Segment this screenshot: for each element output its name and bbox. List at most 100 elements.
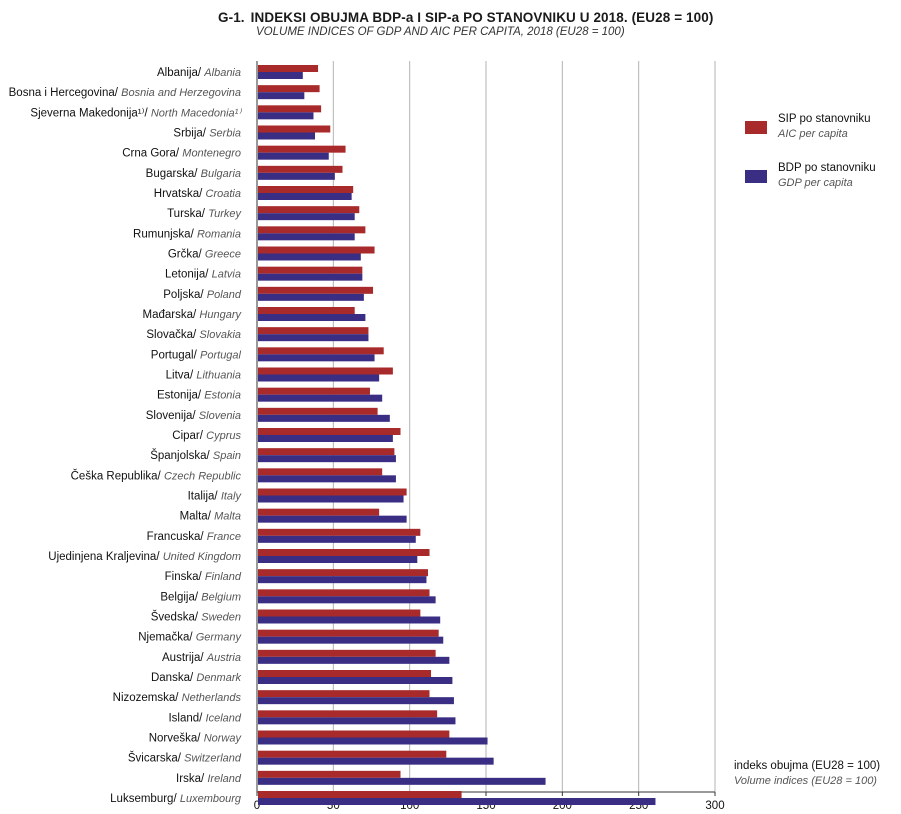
bar-gdp <box>258 798 656 805</box>
category-name-en: Belgium <box>201 591 241 603</box>
category-label: Finska/ Finland <box>165 571 242 583</box>
category-label: Portugal/ Portugal <box>151 349 242 361</box>
bar-gdp <box>258 596 436 604</box>
category-label: Španjolska/ Spain <box>150 449 241 462</box>
category-name: Ujedinjena Kraljevina/ <box>48 551 162 563</box>
bar-aic <box>258 286 374 294</box>
category-name: Litva/ <box>166 370 197 382</box>
chart-title: G-1. INDEKSI OBUJMA BDP-a I SIP-a PO STAN… <box>218 10 778 25</box>
category-label: Turska/ Turkey <box>167 208 242 220</box>
bar-gdp <box>258 535 416 543</box>
category-name: Mađarska/ <box>143 309 200 321</box>
category-name-en: Switzerland <box>184 753 242 765</box>
legend: SIP po stanovniku AIC per capita BDP po … <box>745 112 895 210</box>
category-label: Austrija/ Austria <box>162 652 241 664</box>
category-label: Švicarska/ Switzerland <box>128 752 242 765</box>
category-name-en: Luxembourg <box>180 793 242 805</box>
category-name: Poljska/ <box>163 289 206 301</box>
category-label: Malta/ Malta <box>180 511 241 523</box>
bar-gdp <box>258 213 355 221</box>
bar-aic <box>258 468 383 476</box>
category-name: Italija/ <box>188 491 221 503</box>
category-name-en: Serbia <box>209 128 241 140</box>
category-name: Hrvatska/ <box>154 188 206 200</box>
bar-aic <box>258 448 395 456</box>
chart-title-text: INDEKSI OBUJMA BDP-a I SIP-a PO STANOVNI… <box>250 10 714 25</box>
category-name: Srbija/ <box>173 128 209 140</box>
category-name: Island/ <box>168 712 205 724</box>
bar-aic <box>258 186 354 193</box>
category-name-en: Montenegro <box>182 148 241 160</box>
bar-aic <box>258 690 430 698</box>
bar-gdp <box>258 576 427 584</box>
bar-gdp <box>258 435 393 442</box>
bar-aic <box>258 367 393 375</box>
category-label: Cipar/ Cyprus <box>172 430 241 442</box>
bar-aic <box>258 569 428 577</box>
category-label: Nizozemska/ Netherlands <box>113 692 242 704</box>
bar-gdp <box>258 414 390 422</box>
bar-gdp <box>258 253 361 261</box>
category-name: Portugal/ <box>151 349 200 361</box>
category-label: Island/ Iceland <box>168 712 241 724</box>
category-label: Bugarska/ Bulgaria <box>146 168 241 180</box>
bar-gdp <box>258 757 494 765</box>
bar-aic <box>258 528 421 536</box>
chart-title-block: G-1. INDEKSI OBUJMA BDP-a I SIP-a PO STAN… <box>218 10 778 38</box>
bar-gdp <box>258 556 418 563</box>
bar-gdp <box>258 152 329 160</box>
category-name-en: Ireland <box>207 773 242 785</box>
bar-aic <box>258 407 378 415</box>
legend-swatch-gdp <box>745 170 767 183</box>
category-label: Njemačka/ Germany <box>138 632 242 644</box>
bar-aic <box>258 609 421 617</box>
category-name-en: Netherlands <box>182 692 242 704</box>
bar-gdp <box>258 193 352 200</box>
category-name: Slovenija/ <box>146 410 199 422</box>
category-name-en: Finland <box>205 571 242 583</box>
category-name-en: Czech Republic <box>164 470 242 482</box>
category-name: Rumunjska/ <box>133 228 197 240</box>
bar-aic <box>258 670 432 677</box>
category-name: Francuska/ <box>147 531 207 543</box>
bar-aic <box>258 125 331 133</box>
category-name: Finska/ <box>165 571 205 583</box>
bar-gdp <box>258 273 363 281</box>
category-name: Češka Republika/ <box>71 469 164 482</box>
bar-aic <box>258 770 401 778</box>
legend-label-gdp-en: GDP per capita <box>778 177 853 189</box>
category-name-en: France <box>207 531 241 543</box>
bar-aic <box>258 649 436 657</box>
category-name-en: Lithuania <box>196 370 241 382</box>
bar-gdp <box>258 636 444 644</box>
category-label: Francuska/ France <box>147 531 241 543</box>
axis-note: indeks obujma (EU28 = 100) Volume indice… <box>734 759 880 789</box>
bar-aic <box>258 750 447 758</box>
bar-aic <box>258 791 462 798</box>
category-name-en: Croatia <box>206 188 241 200</box>
bar-gdp <box>258 72 303 79</box>
category-name-en: Turkey <box>208 208 242 220</box>
legend-item-gdp: BDP po stanovniku GDP per capita <box>745 161 895 203</box>
category-name-en: Estonia <box>204 390 241 402</box>
category-name: Danska/ <box>151 672 196 684</box>
bar-gdp <box>258 697 454 705</box>
bar-gdp <box>258 112 314 120</box>
category-name-en: Hungary <box>199 309 242 321</box>
category-name: Malta/ <box>180 511 215 523</box>
category-label: Estonija/ Estonia <box>157 390 241 402</box>
category-name: Luksemburg/ <box>110 793 180 805</box>
category-label: Belgija/ Belgium <box>160 591 241 603</box>
bar-gdp <box>258 374 380 382</box>
bar-aic <box>258 327 369 335</box>
category-label: Bosna i Hercegovina/ Bosnia and Herzegov… <box>9 87 241 99</box>
category-name: Albanija/ <box>157 67 204 79</box>
category-label: Letonija/ Latvia <box>165 269 241 281</box>
category-name-en: Germany <box>196 632 243 644</box>
category-name: Cipar/ <box>172 430 206 442</box>
category-label: Sjeverna Makedonija¹⁾/ North Macedonia¹⁾ <box>30 106 242 119</box>
category-label: Danska/ Denmark <box>151 672 242 684</box>
bar-aic <box>258 347 384 355</box>
category-name: Austrija/ <box>162 652 207 664</box>
